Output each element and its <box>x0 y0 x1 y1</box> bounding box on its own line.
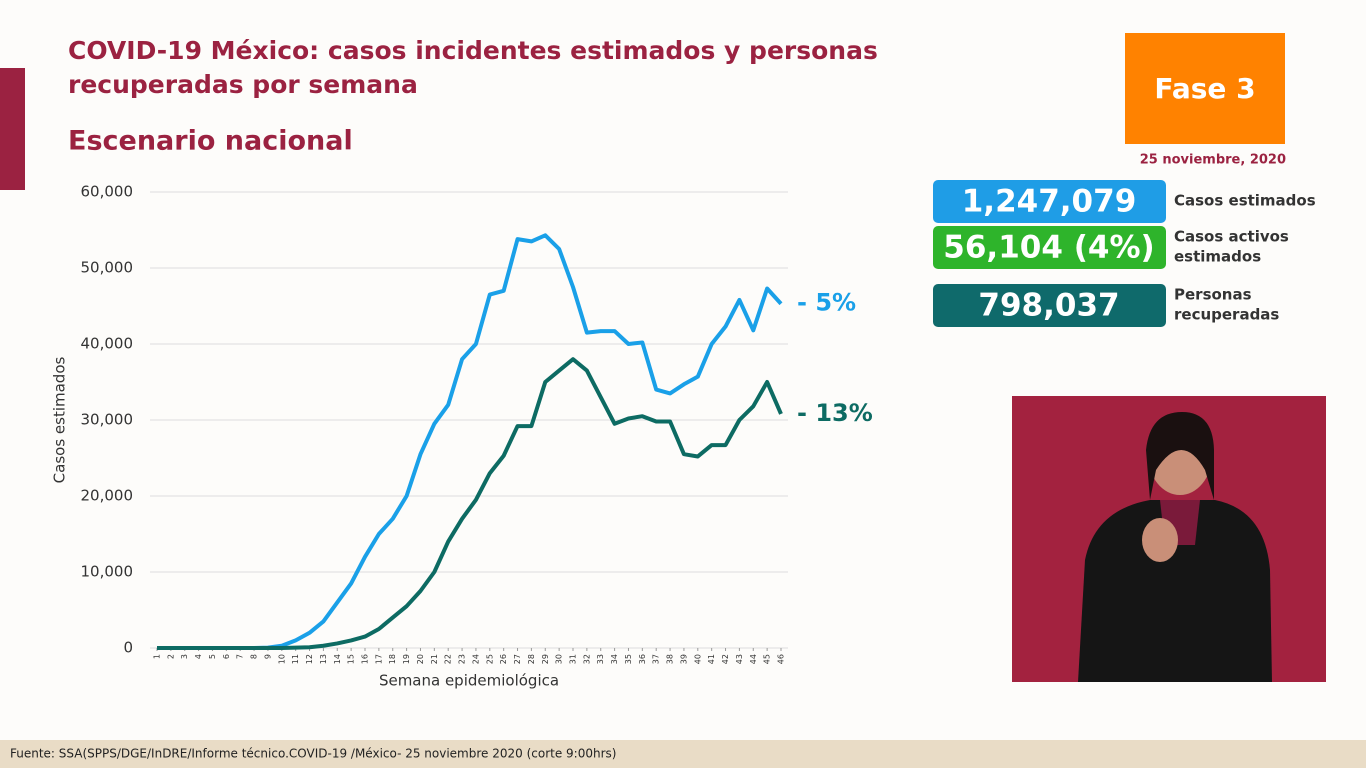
stat-value: 56,104 (4%) <box>943 230 1154 266</box>
x-tick-label: 30 <box>555 654 564 664</box>
x-tick-label: 23 <box>458 654 467 664</box>
x-tick-label: 17 <box>374 654 383 664</box>
line-series <box>157 357 783 650</box>
x-tick-label: 26 <box>499 654 508 664</box>
stat-box <box>933 180 1166 223</box>
x-tick-label: 45 <box>763 654 772 664</box>
stat-box <box>933 284 1166 327</box>
x-tick-label: 11 <box>291 654 300 664</box>
x-tick-label: 5 <box>208 654 217 659</box>
x-tick-label: 9 <box>263 654 272 659</box>
x-tick-label: 7 <box>236 654 245 659</box>
stat-box <box>933 226 1166 269</box>
footer-source: Fuente: SSA(SPPS/DGE/InDRE/Informe técni… <box>10 747 616 761</box>
x-tick-label: 44 <box>749 654 758 664</box>
x-tick-label: 43 <box>735 654 744 664</box>
x-tick-label: 35 <box>624 654 633 664</box>
x-tick-label: 24 <box>471 654 480 664</box>
x-tick-label: 18 <box>388 654 397 664</box>
x-tick-label: 1 <box>153 654 162 659</box>
y-tick-label: 40,000 <box>81 335 134 353</box>
x-tick-label: 28 <box>527 654 536 664</box>
x-tick-label: 31 <box>569 654 578 664</box>
x-tick-label: 37 <box>652 654 661 664</box>
x-tick-label: 12 <box>305 654 314 664</box>
series-end-label: - 5% <box>797 289 856 317</box>
stat-value: 798,037 <box>978 288 1119 324</box>
y-tick-label: 30,000 <box>81 411 134 429</box>
x-tick-label: 3 <box>180 654 189 659</box>
phase-label: Fase 3 <box>1154 72 1255 105</box>
x-tick-label: 20 <box>416 654 425 664</box>
x-tick-label: 6 <box>222 654 231 659</box>
x-tick-label: 38 <box>666 654 675 664</box>
footer-bar <box>0 740 1366 768</box>
accent-bar <box>0 68 25 190</box>
x-tick-label: 36 <box>638 654 647 664</box>
x-tick-label: 15 <box>347 654 356 664</box>
x-tick-label: 39 <box>679 654 688 664</box>
x-tick-label: 29 <box>541 654 550 664</box>
y-tick-label: 20,000 <box>81 487 134 505</box>
title-line: recuperadas por semana <box>68 70 418 99</box>
x-tick-label: 27 <box>513 654 522 664</box>
x-tick-label: 14 <box>333 654 342 664</box>
x-tick-label: 22 <box>444 654 453 664</box>
x-tick-label: 8 <box>250 654 259 659</box>
phase-box <box>1125 33 1285 144</box>
x-tick-label: 34 <box>610 654 619 664</box>
date: 25 noviembre, 2020 <box>1140 153 1286 168</box>
x-tick-label: 32 <box>582 654 591 664</box>
x-tick-label: 10 <box>277 654 286 664</box>
title-line: COVID-19 México: casos incidentes estima… <box>68 36 878 65</box>
x-tick-label: 41 <box>707 654 716 664</box>
x-tick-label: 42 <box>721 654 730 664</box>
x-tick-label: 21 <box>430 654 439 664</box>
subtitle: Escenario nacional <box>68 126 353 157</box>
stat-label: recuperadas <box>1174 306 1279 324</box>
interpreter-video <box>1012 396 1326 682</box>
y-tick-label: 60,000 <box>81 183 134 201</box>
series-end-label: - 13% <box>797 399 873 427</box>
stat-label: Personas <box>1174 286 1252 304</box>
y-tick-label: 50,000 <box>81 259 134 277</box>
x-tick-label: 13 <box>319 654 328 664</box>
x-tick-label: 2 <box>166 654 175 659</box>
stat-value: 1,247,079 <box>962 184 1137 220</box>
stat-label: estimados <box>1174 248 1261 266</box>
stats: 1,247,079 Casos estimados 56,104 (4%) Casos… <box>933 180 1316 327</box>
x-tick-label: 4 <box>194 654 203 659</box>
x-tick-label: 46 <box>777 654 786 664</box>
stat-label: Casos estimados <box>1174 192 1316 210</box>
y-axis-label: Casos estimados <box>51 356 69 483</box>
x-tick-label: 25 <box>485 654 494 664</box>
x-tick-label: 16 <box>361 654 370 664</box>
stat-label: Casos activos <box>1174 228 1289 246</box>
y-tick-label: 10,000 <box>81 563 134 581</box>
y-tick-label: 0 <box>123 639 133 657</box>
x-tick-label: 33 <box>596 654 605 664</box>
x-tick-label: 19 <box>402 654 411 664</box>
x-axis-label: Semana epidemiológica <box>379 672 559 690</box>
x-tick-label: 40 <box>693 654 702 664</box>
